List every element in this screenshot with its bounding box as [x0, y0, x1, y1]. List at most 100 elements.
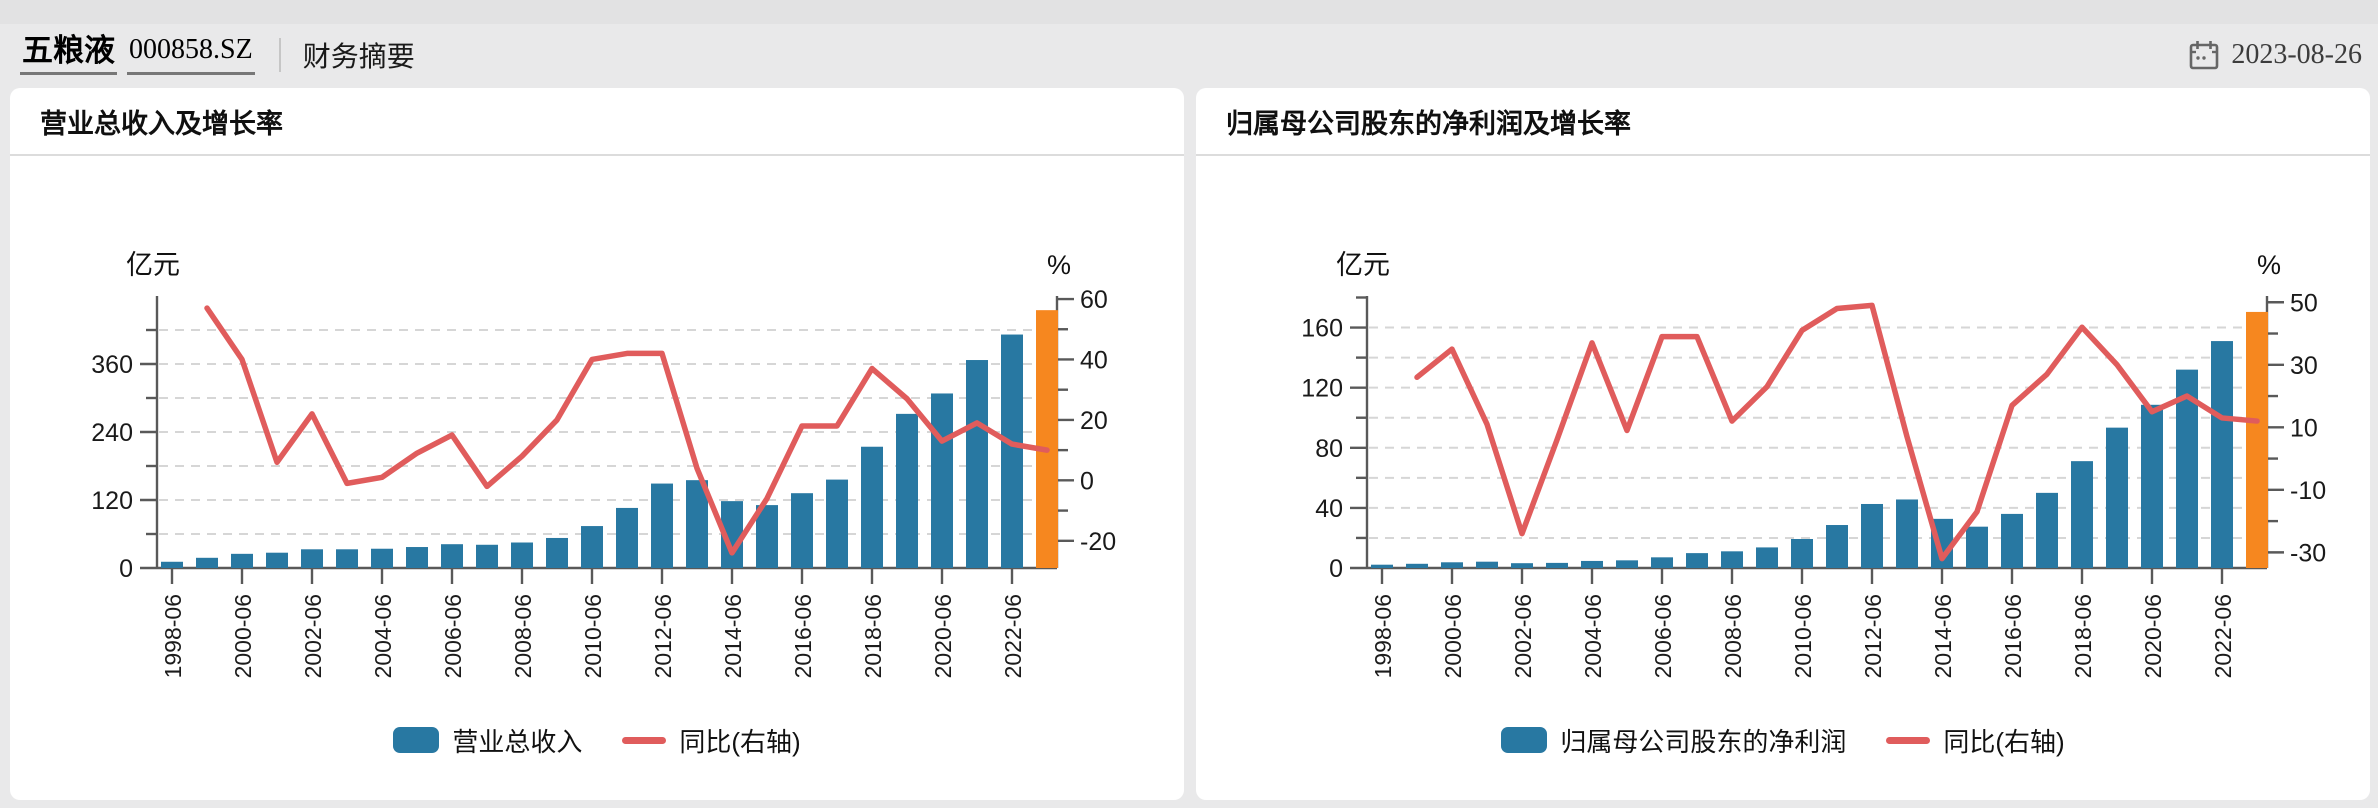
- bar-2009-06[interactable]: [546, 537, 568, 568]
- bar-1999-06[interactable]: [196, 557, 218, 568]
- bar-2013-06[interactable]: [1896, 499, 1918, 568]
- legend-label: 营业总收入: [452, 726, 583, 757]
- bar-2023-06[interactable]: [1036, 310, 1058, 568]
- title-divider: [10, 154, 1184, 156]
- chart-title-net-profit: 归属母公司股东的净利润及增长率: [1226, 109, 1631, 139]
- left-axis-unit-label: 亿元: [1336, 250, 1390, 280]
- x-tick-label: 2000-06: [230, 594, 256, 678]
- bar-2018-06[interactable]: [861, 446, 883, 568]
- bar-2000-06[interactable]: [1441, 562, 1463, 568]
- x-tick-label: 2000-06: [1440, 594, 1466, 678]
- growth-line[interactable]: [204, 305, 1050, 556]
- bar-2005-06[interactable]: [406, 547, 428, 568]
- top-strip: [0, 0, 2378, 24]
- x-tick-label: 2022-06: [2210, 594, 2236, 678]
- bar-2015-06[interactable]: [756, 505, 778, 568]
- bar-2012-06[interactable]: [651, 483, 673, 568]
- bar-2006-06[interactable]: [441, 544, 463, 568]
- bar-2001-06[interactable]: [266, 552, 288, 568]
- bar-2021-06[interactable]: [2176, 369, 2198, 568]
- bar-2019-06[interactable]: [896, 413, 918, 568]
- bar-2004-06[interactable]: [1581, 560, 1603, 568]
- bar-2003-06[interactable]: [1546, 562, 1568, 568]
- stock-name-link[interactable]: 五粮液: [20, 35, 117, 75]
- date-text: 2023-08-26: [2231, 39, 2362, 70]
- y-right-tick-label: 40: [1080, 346, 1108, 374]
- legend-label: 同比(右轴): [1943, 726, 2065, 757]
- net-profit-chart-legend: 归属母公司股东的净利润 同比(右轴): [1196, 718, 2370, 762]
- y-right-tick-label: 10: [2290, 414, 2318, 442]
- legend-label: 同比(右轴): [679, 726, 801, 757]
- x-tick-label: 2018-06: [2070, 594, 2096, 678]
- x-tick-label: 2004-06: [370, 594, 396, 678]
- legend-item-bar[interactable]: 营业总收入: [393, 722, 582, 759]
- bar-2007-06[interactable]: [1686, 553, 1708, 568]
- growth-line[interactable]: [1414, 302, 2260, 562]
- y-right-tick-label: 0: [1080, 467, 1094, 495]
- bar-2008-06[interactable]: [511, 542, 533, 569]
- x-tick-label: 2002-06: [300, 594, 326, 678]
- x-tick-label: 1998-06: [1370, 594, 1396, 678]
- bar-2014-06[interactable]: [721, 501, 743, 568]
- bar-2001-06[interactable]: [1476, 561, 1498, 568]
- y-right-tick-label: -20: [1080, 528, 1116, 556]
- bar-2008-06[interactable]: [1721, 551, 1743, 568]
- bar-2020-06[interactable]: [931, 393, 953, 568]
- bar-2022-06[interactable]: [1001, 334, 1023, 568]
- right-axis-unit-label: %: [2257, 250, 2281, 280]
- revenue-chart-canvas[interactable]: 0 120 240 360 -20 0 20 40 60 亿元 % 1998-06 2000-06 200…: [10, 88, 1184, 800]
- bar-2013-06[interactable]: [686, 480, 708, 568]
- chart-title-revenue: 营业总收入及增长率: [40, 109, 283, 139]
- bar-2020-06[interactable]: [2141, 404, 2163, 568]
- bar-2002-06[interactable]: [1511, 563, 1533, 568]
- x-tick-label: 2006-06: [440, 594, 466, 678]
- bar-2021-06[interactable]: [966, 360, 988, 568]
- bar-2016-06[interactable]: [791, 493, 813, 568]
- y-left-tick-label: 120: [1301, 375, 1343, 403]
- bar-2016-06[interactable]: [2001, 513, 2023, 568]
- legend-item-bar[interactable]: 归属母公司股东的净利润: [1501, 722, 1846, 759]
- net-profit-chart-canvas[interactable]: 0 40 80 120 160 -30 -10 10 30 50 亿元 % 1998-06 2000-06…: [1196, 88, 2370, 800]
- bar-2017-06[interactable]: [826, 479, 848, 568]
- bar-2018-06[interactable]: [2071, 461, 2093, 568]
- bar-2000-06[interactable]: [231, 553, 253, 568]
- legend-item-line[interactable]: 同比(右轴): [1886, 722, 2065, 759]
- bar-2023-06[interactable]: [2246, 311, 2268, 568]
- header-separator: [278, 38, 281, 72]
- bar-1998-06[interactable]: [1371, 564, 1393, 568]
- bar-2012-06[interactable]: [1861, 503, 1883, 568]
- x-tick-label: 2012-06: [650, 594, 676, 678]
- bar-2019-06[interactable]: [2106, 427, 2128, 568]
- y-left-tick-label: 160: [1301, 315, 1343, 343]
- bar-2017-06[interactable]: [2036, 492, 2058, 568]
- x-tick-label: 2020-06: [930, 594, 956, 678]
- bar-2002-06[interactable]: [301, 549, 323, 568]
- bar-2005-06[interactable]: [1616, 560, 1638, 568]
- bar-2003-06[interactable]: [336, 549, 358, 568]
- x-tick-label: 2008-06: [510, 594, 536, 678]
- right-axis-unit-label: %: [1047, 250, 1071, 280]
- bar-1998-06[interactable]: [161, 561, 183, 568]
- y-left-tick-label: 120: [91, 487, 133, 515]
- x-tick-label: 2018-06: [860, 594, 886, 678]
- x-tick-label: 1998-06: [160, 594, 186, 678]
- x-tick-label: 2014-06: [720, 594, 746, 678]
- stock-code-link[interactable]: 000858.SZ: [127, 35, 255, 75]
- bar-swatch-icon: [393, 727, 440, 753]
- bar-2010-06[interactable]: [1791, 538, 1813, 568]
- bar-2015-06[interactable]: [1966, 526, 1988, 568]
- legend-item-line[interactable]: 同比(右轴): [622, 722, 801, 759]
- x-tick-label: 2010-06: [580, 594, 606, 678]
- bar-1999-06[interactable]: [1406, 563, 1428, 568]
- bar-2009-06[interactable]: [1756, 547, 1778, 568]
- page-header: 五粮液 000858.SZ 财务摘要 2023-08-26: [0, 24, 2378, 86]
- bar-2007-06[interactable]: [476, 544, 498, 568]
- y-right-tick-label: 60: [1080, 286, 1108, 314]
- bar-2010-06[interactable]: [581, 526, 603, 568]
- bar-2011-06[interactable]: [616, 507, 638, 568]
- bar-2011-06[interactable]: [1826, 525, 1848, 568]
- bar-2006-06[interactable]: [1651, 557, 1673, 568]
- bar-2004-06[interactable]: [371, 548, 393, 568]
- y-left-tick-label: 240: [91, 419, 133, 447]
- bar-2022-06[interactable]: [2211, 341, 2233, 568]
